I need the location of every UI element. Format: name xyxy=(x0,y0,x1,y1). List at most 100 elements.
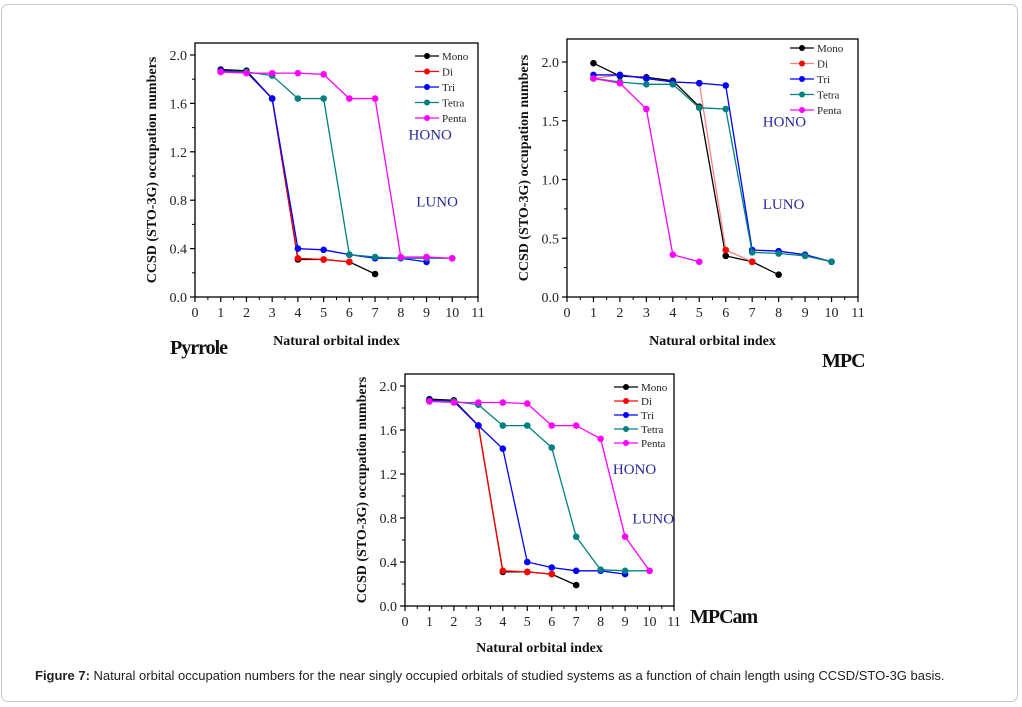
series-line-tetra xyxy=(220,71,453,259)
legend-marker xyxy=(623,398,629,404)
y-tick-label: 0.4 xyxy=(170,243,188,258)
x-axis-title: Natural orbital index xyxy=(273,334,400,349)
data-point-di xyxy=(748,258,756,266)
caption-label: Figure 7: xyxy=(35,668,90,683)
legend-marker xyxy=(799,91,805,98)
data-point-penta xyxy=(597,435,604,443)
data-point-penta xyxy=(621,533,629,540)
data-point-tetra xyxy=(371,253,379,261)
series-line-di xyxy=(429,399,552,575)
legend-label: Penta xyxy=(641,438,666,450)
caption-text: Natural orbital occupation numbers for t… xyxy=(89,668,945,683)
x-tick-label: 10 xyxy=(445,306,459,321)
data-point-penta xyxy=(346,95,353,102)
x-tick-label: 2 xyxy=(450,615,457,630)
legend-label: Tetra xyxy=(817,90,840,102)
legend-marker xyxy=(623,426,629,432)
annotation-luno: LUNO xyxy=(632,512,674,528)
data-point-tetra xyxy=(523,422,531,429)
figure-frame xyxy=(1,4,1018,702)
data-point-tetra xyxy=(499,422,507,429)
data-point-di xyxy=(346,258,353,266)
y-axis-title: CCSD (STO-3G) occupation numbers xyxy=(145,56,160,283)
series-line-mono xyxy=(593,62,779,276)
series-line-tetra xyxy=(429,400,650,572)
y-axis-title: CCSD (STO-3G) occupation numbers xyxy=(517,54,532,281)
annotation-luno: LUNO xyxy=(763,197,805,213)
x-tick-label: 2 xyxy=(243,306,250,321)
legend-marker xyxy=(424,53,430,59)
legend-label: Penta xyxy=(442,113,467,125)
data-point-penta xyxy=(523,400,531,407)
data-point-di xyxy=(523,568,531,576)
y-tick-label: 0.5 xyxy=(542,232,560,247)
y-tick-label: 1.5 xyxy=(542,115,560,130)
data-point-penta xyxy=(268,69,276,77)
annotation-luno: LUNO xyxy=(416,194,458,210)
series-line-penta xyxy=(429,400,651,572)
data-point-penta xyxy=(590,75,597,82)
x-tick-label: 11 xyxy=(851,306,864,321)
data-point-penta xyxy=(669,251,677,258)
data-point-tetra xyxy=(572,533,580,540)
data-point-mono xyxy=(572,581,580,589)
x-tick-label: 5 xyxy=(696,306,703,321)
y-tick-label: 0.0 xyxy=(542,291,560,306)
x-tick-label: 6 xyxy=(548,615,555,630)
x-tick-label: 9 xyxy=(802,306,809,321)
x-tick-label: 7 xyxy=(372,306,379,321)
x-tick-label: 0 xyxy=(564,306,571,321)
legend-marker xyxy=(424,84,430,90)
data-point-tri xyxy=(320,246,327,254)
y-tick-label: 0.8 xyxy=(170,194,188,209)
data-point-penta xyxy=(217,68,225,76)
data-point-penta xyxy=(294,69,302,77)
legend-label: Tetra xyxy=(641,424,664,436)
data-point-penta xyxy=(572,422,580,429)
data-point-penta xyxy=(548,422,556,429)
series-line-di xyxy=(220,70,350,263)
data-point-tetra xyxy=(643,81,650,88)
data-point-tetra xyxy=(801,252,809,260)
legend-label: Penta xyxy=(817,105,842,117)
annotation-hono: HONO xyxy=(409,128,452,144)
legend-marker xyxy=(623,440,629,446)
data-point-tetra xyxy=(748,249,756,256)
series-line-penta xyxy=(220,71,453,259)
data-point-di xyxy=(548,570,556,578)
x-tick-label: 3 xyxy=(475,615,482,630)
data-point-penta xyxy=(423,253,430,261)
chart-mpc: 0 1 2 3 4 5 6 7 8 9 10 11 0.0 0.5 1.0 1.5 2.0 Natural orb… xyxy=(517,38,866,372)
legend-label: Tri xyxy=(442,82,455,94)
data-point-penta xyxy=(397,253,405,261)
y-tick-label: 2.0 xyxy=(380,380,398,395)
data-point-tetra xyxy=(775,250,782,257)
y-tick-label: 0.4 xyxy=(380,556,398,571)
legend-label: Mono xyxy=(817,43,844,55)
data-point-penta xyxy=(320,71,327,78)
data-point-tetra xyxy=(669,81,677,88)
data-point-tetra xyxy=(722,105,730,113)
y-tick-label: 1.0 xyxy=(542,174,560,189)
x-tick-label: 8 xyxy=(397,306,404,321)
x-tick-label: 11 xyxy=(667,615,680,630)
data-point-di xyxy=(722,246,730,254)
x-tick-label: 10 xyxy=(825,306,839,321)
data-point-penta xyxy=(695,258,703,266)
data-point-di xyxy=(294,254,302,262)
x-axis-title: Natural orbital index xyxy=(476,641,603,656)
y-tick-label: 1.6 xyxy=(170,97,188,112)
legend-marker xyxy=(799,60,805,67)
data-point-tri xyxy=(268,95,276,102)
system-label: Pyrrole xyxy=(170,337,228,359)
chart-pyrrole: 0 1 2 3 4 5 6 7 8 9 10 11 0.0 0.4 0.8 1.2 1.6 2.0 Natural … xyxy=(145,42,485,359)
y-tick-label: 2.0 xyxy=(170,49,188,64)
data-point-penta xyxy=(243,69,250,77)
legend-marker xyxy=(799,76,805,82)
data-point-tri xyxy=(548,564,556,571)
data-point-tetra xyxy=(548,444,556,451)
x-tick-label: 7 xyxy=(749,306,756,321)
data-point-tetra xyxy=(346,251,353,258)
y-tick-label: 0.0 xyxy=(380,600,398,615)
